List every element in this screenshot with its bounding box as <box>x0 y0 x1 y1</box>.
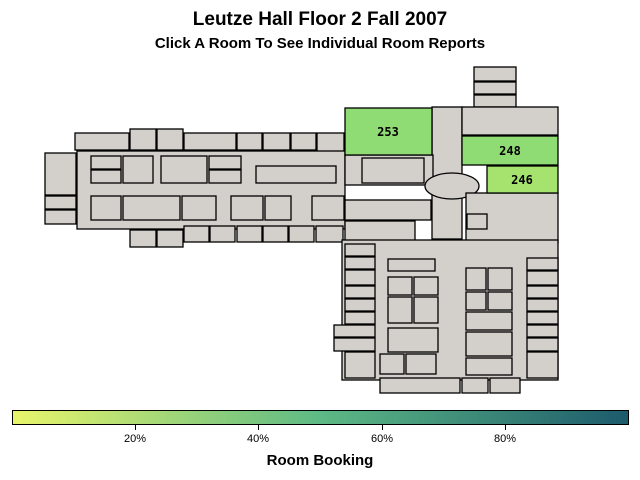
room[interactable] <box>526 298 559 312</box>
room[interactable] <box>344 351 376 379</box>
floor-plan: 253 248 246 <box>44 66 559 394</box>
scale-tick <box>505 425 506 430</box>
scale-tick-label: 20% <box>123 433 147 445</box>
room[interactable] <box>262 225 289 243</box>
room[interactable] <box>387 276 413 296</box>
left-wing <box>44 128 346 248</box>
color-scale-bar <box>12 410 629 425</box>
room[interactable] <box>413 276 439 296</box>
room[interactable] <box>236 225 263 243</box>
room[interactable] <box>262 132 291 151</box>
room[interactable] <box>473 81 517 95</box>
room[interactable] <box>333 324 376 338</box>
room[interactable] <box>526 270 559 286</box>
room[interactable] <box>465 311 513 331</box>
room[interactable] <box>413 296 439 324</box>
room[interactable] <box>315 225 344 243</box>
room-253[interactable] <box>344 107 433 156</box>
room[interactable] <box>526 311 559 325</box>
room[interactable] <box>344 311 376 325</box>
room[interactable] <box>129 229 157 248</box>
room[interactable] <box>44 152 77 196</box>
room[interactable] <box>344 256 376 270</box>
room-246[interactable] <box>486 165 559 194</box>
room[interactable] <box>465 267 487 291</box>
scale-tick <box>258 425 259 430</box>
room[interactable] <box>181 195 217 221</box>
room[interactable] <box>156 128 184 151</box>
room[interactable] <box>489 377 521 394</box>
room[interactable] <box>465 331 513 357</box>
room[interactable] <box>344 199 432 221</box>
south-wing <box>333 239 559 394</box>
room[interactable] <box>122 155 154 184</box>
room[interactable] <box>465 357 513 376</box>
legend-title: Room Booking <box>266 452 374 469</box>
room[interactable] <box>344 285 376 299</box>
room[interactable] <box>160 155 208 184</box>
room[interactable] <box>487 291 513 311</box>
scale-tick-label: 40% <box>246 433 270 445</box>
room[interactable] <box>466 213 488 230</box>
room[interactable] <box>379 353 405 375</box>
room[interactable] <box>129 128 157 151</box>
room[interactable] <box>387 296 413 324</box>
map-subtitle: Click A Room To See Individual Room Repo… <box>154 35 486 52</box>
room[interactable] <box>311 195 345 221</box>
room[interactable] <box>183 132 237 151</box>
room[interactable] <box>44 195 77 210</box>
room[interactable] <box>461 377 489 394</box>
room[interactable] <box>387 258 436 272</box>
scale-tick <box>382 425 383 430</box>
room[interactable] <box>344 243 376 257</box>
room[interactable] <box>526 351 559 379</box>
room[interactable] <box>473 66 517 82</box>
room[interactable] <box>379 377 461 394</box>
room[interactable] <box>208 169 242 184</box>
room[interactable] <box>473 94 517 108</box>
room[interactable] <box>90 155 122 170</box>
room[interactable] <box>526 257 559 271</box>
room-248[interactable] <box>461 135 559 166</box>
room[interactable] <box>526 285 559 299</box>
scale-tick-label: 60% <box>370 433 394 445</box>
room[interactable] <box>461 106 559 136</box>
room[interactable] <box>333 337 376 352</box>
room[interactable] <box>44 209 77 225</box>
room[interactable] <box>344 269 376 286</box>
room[interactable] <box>156 229 184 248</box>
central-block <box>344 66 559 264</box>
corridor <box>341 239 559 381</box>
booked-rooms: 253 248 246 <box>344 107 559 194</box>
room[interactable] <box>183 225 210 243</box>
room[interactable] <box>344 220 416 242</box>
map-title: Leutze Hall Floor 2 Fall 2007 <box>192 9 448 30</box>
room[interactable] <box>344 298 376 312</box>
room[interactable] <box>290 132 317 151</box>
room[interactable] <box>236 132 263 151</box>
room[interactable] <box>361 157 425 184</box>
room[interactable] <box>264 195 292 221</box>
room[interactable] <box>255 165 337 184</box>
room[interactable] <box>90 169 122 184</box>
room[interactable] <box>487 267 513 291</box>
room[interactable] <box>122 195 181 221</box>
room[interactable] <box>405 353 437 375</box>
room[interactable] <box>74 132 130 151</box>
room[interactable] <box>209 225 236 243</box>
room[interactable] <box>208 155 242 170</box>
room[interactable] <box>526 324 559 338</box>
room[interactable] <box>90 195 122 221</box>
scale-tick <box>135 425 136 430</box>
room[interactable] <box>526 337 559 352</box>
room[interactable] <box>465 291 487 311</box>
room[interactable] <box>288 225 315 243</box>
room[interactable] <box>387 327 439 353</box>
scale-tick-label: 80% <box>493 433 517 445</box>
room[interactable] <box>230 195 264 221</box>
